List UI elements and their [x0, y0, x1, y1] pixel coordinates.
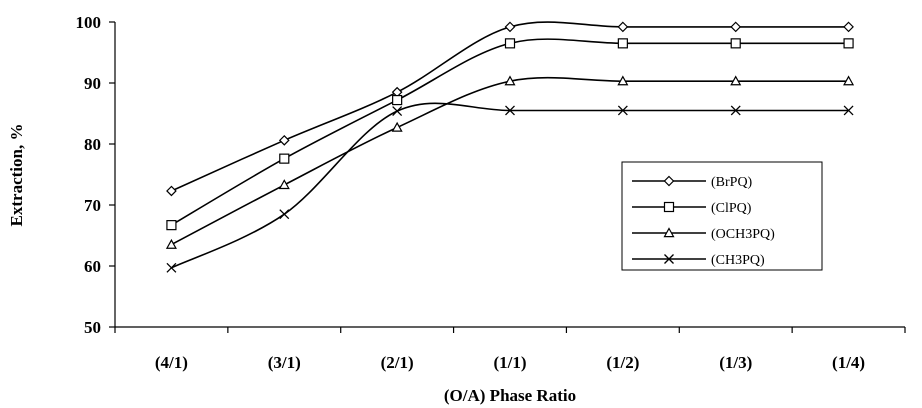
- data-point-marker: [843, 75, 855, 86]
- data-point-marker: [843, 105, 854, 116]
- legend-label: (OCH3PQ): [711, 227, 775, 242]
- data-point-marker: [278, 134, 290, 146]
- x-marker-stroke: [730, 105, 741, 116]
- y-tick-label: 60: [84, 257, 101, 276]
- data-point-marker: [843, 38, 854, 49]
- data-point-marker: [392, 94, 403, 106]
- legend-marker: [663, 201, 675, 213]
- data-point-marker: [392, 106, 403, 117]
- series-group: [166, 38, 854, 231]
- legend-label: (CH3PQ): [711, 253, 765, 268]
- x-tick-label: (3/1): [268, 353, 301, 372]
- series-group: [166, 102, 854, 273]
- x-marker-stroke: [392, 106, 403, 117]
- x-marker-stroke: [505, 105, 515, 116]
- y-ticks: 50 60 70 80 90 100: [76, 13, 115, 337]
- data-point-marker: [166, 262, 177, 273]
- data-point-marker: [279, 209, 290, 220]
- legend-marker: [663, 175, 675, 187]
- data-point-marker: [279, 153, 290, 164]
- x-marker-stroke: [664, 254, 674, 264]
- data-point-marker: [166, 220, 177, 231]
- x-axis-title: (O/A) Phase Ratio: [444, 386, 576, 405]
- data-point-marker: [730, 21, 742, 33]
- y-tick-label: 70: [84, 196, 101, 215]
- data-point-marker: [278, 179, 290, 190]
- y-axis-title: Extraction, %: [7, 124, 26, 227]
- data-point-marker: [730, 38, 741, 49]
- data-point-marker: [505, 105, 515, 116]
- x-tick-label: (1/1): [493, 353, 526, 372]
- data-point-marker: [617, 75, 629, 86]
- axes: [114, 22, 905, 328]
- legend: (BrPQ) (ClPQ) (OCH3PQ) (CH3PQ): [621, 161, 823, 271]
- legend-marker: [663, 227, 675, 238]
- data-point-marker: [730, 105, 741, 116]
- legend-label: (ClPQ): [711, 201, 752, 216]
- legend-label: (BrPQ): [711, 175, 753, 190]
- x-tick-label: (4/1): [155, 353, 188, 372]
- data-point-marker: [730, 75, 742, 86]
- series-layer: [165, 21, 855, 273]
- x-marker-stroke: [843, 105, 854, 116]
- data-point-marker: [165, 238, 177, 249]
- x-ticks: (4/1) (3/1) (2/1) (1/1) (1/2) (1/3) (1/4): [114, 327, 906, 372]
- data-point-marker: [504, 75, 516, 86]
- data-point-marker: [617, 21, 629, 33]
- series-group: [165, 75, 855, 249]
- x-tick-label: (1/2): [606, 353, 639, 372]
- y-tick-label: 80: [84, 135, 101, 154]
- x-tick-label: (1/4): [832, 353, 865, 372]
- x-tick-label: (1/3): [719, 353, 752, 372]
- y-tick-label: 50: [84, 318, 101, 337]
- data-point-marker: [166, 185, 177, 197]
- x-marker-stroke: [279, 209, 290, 220]
- data-point-marker: [504, 21, 516, 33]
- data-point-marker: [843, 21, 854, 33]
- data-point-marker: [617, 38, 628, 49]
- data-point-marker: [391, 121, 403, 132]
- data-point-marker: [617, 105, 628, 116]
- legend-box: [621, 161, 823, 271]
- data-point-marker: [504, 38, 516, 49]
- x-marker-stroke: [617, 105, 628, 116]
- x-marker-stroke: [166, 262, 177, 273]
- y-tick-label: 90: [84, 74, 101, 93]
- y-tick-label: 100: [76, 13, 102, 32]
- legend-marker: [664, 254, 674, 264]
- x-tick-label: (2/1): [381, 353, 414, 372]
